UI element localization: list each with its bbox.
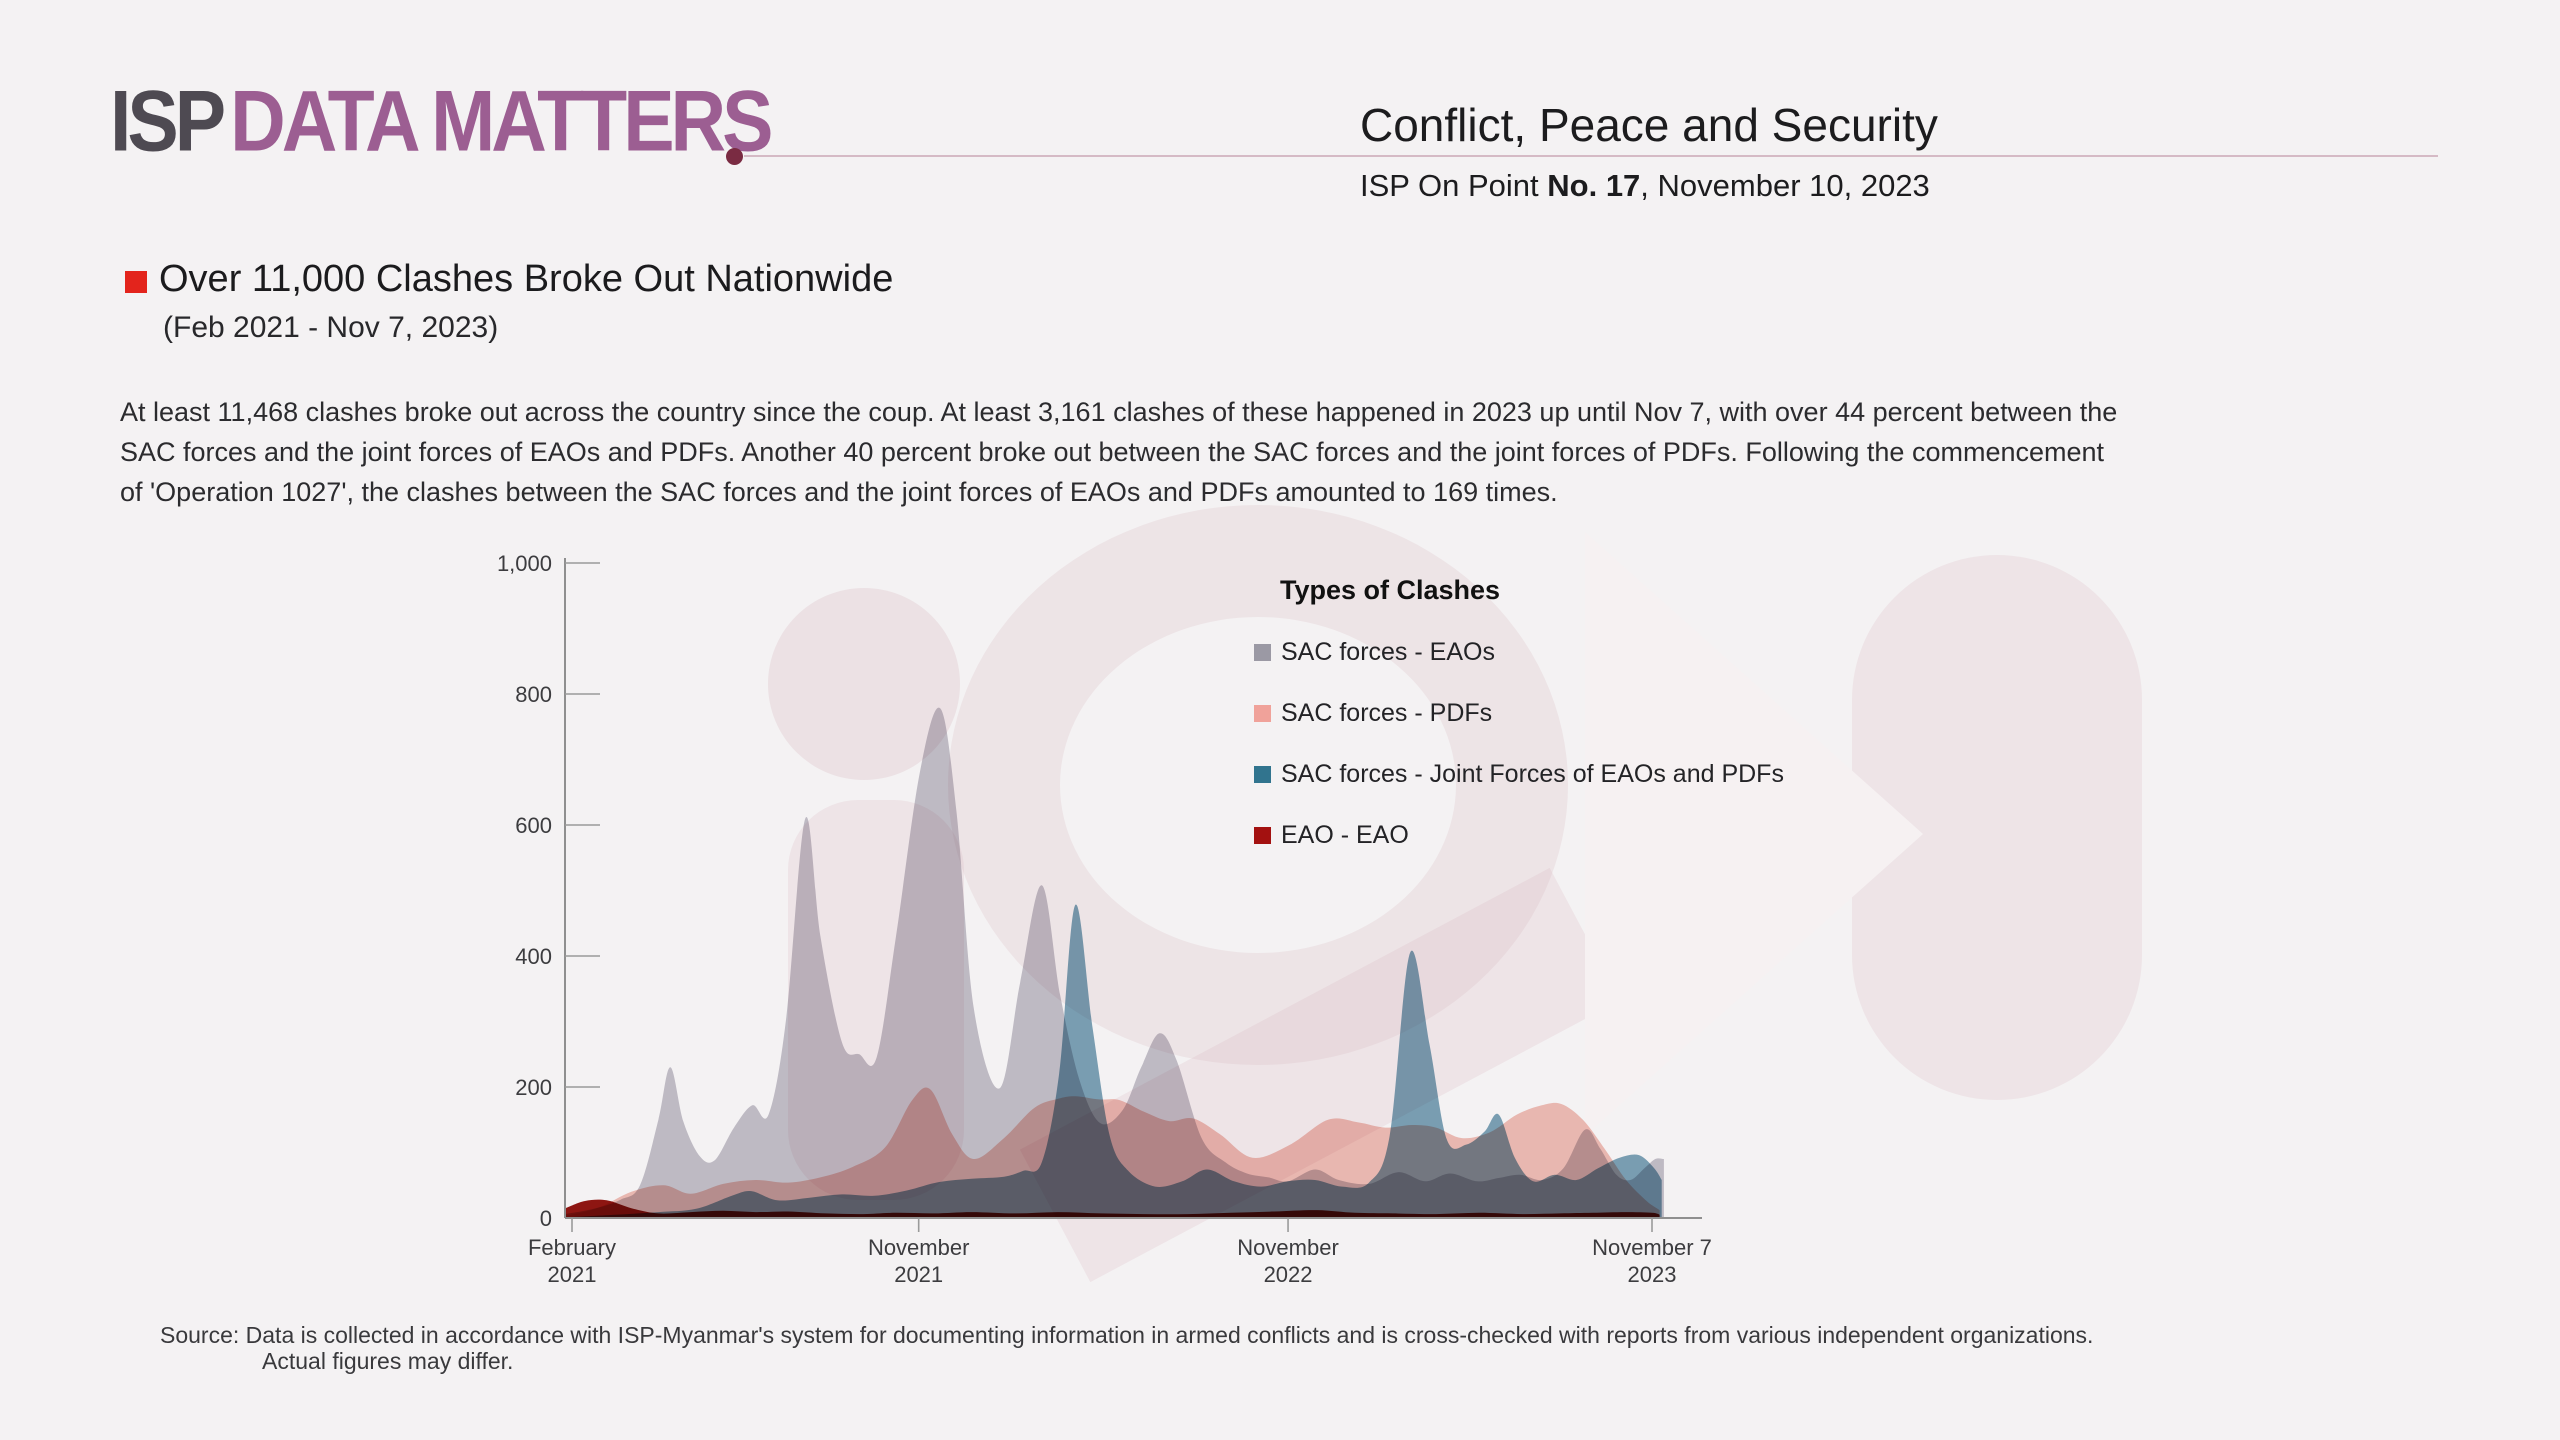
x-tick-year: 2021 xyxy=(548,1262,597,1287)
x-tick-label: November 7 xyxy=(1592,1235,1712,1260)
legend-swatch-sac-eaos xyxy=(1254,644,1271,661)
axes xyxy=(564,558,1702,1219)
issue-number: No. 17 xyxy=(1547,168,1641,203)
legend-label: SAC forces - EAOs xyxy=(1281,638,1495,666)
y-tick-label: 800 xyxy=(515,682,552,707)
y-tick-label: 600 xyxy=(515,813,552,838)
y-tick-label: 200 xyxy=(515,1075,552,1100)
logo-data-matters-text: DATA MATTERS xyxy=(230,73,773,170)
y-tick-label: 1,000 xyxy=(497,551,552,576)
chart-legend: Types of Clashes SAC forces - EAOs SAC f… xyxy=(1254,575,1784,850)
y-tick-label: 0 xyxy=(540,1206,552,1231)
source-note: Source: Data is collected in accordance … xyxy=(160,1322,2093,1374)
x-tick-label: November xyxy=(868,1235,969,1260)
issue-line: ISP On Point No. 17, November 10, 2023 xyxy=(1360,168,2560,204)
topic-heading: Conflict, Peace and Security xyxy=(1360,99,1938,151)
logo-isp-text: ISP xyxy=(110,73,226,170)
body-paragraph: At least 11,468 clashes broke out across… xyxy=(120,392,2117,512)
section-header: Over 11,000 Clashes Broke Out Nationwide… xyxy=(125,258,893,345)
legend-swatch-eao-eao xyxy=(1254,827,1271,844)
x-tick-label: February xyxy=(528,1235,616,1260)
section-subtitle: (Feb 2021 - Nov 7, 2023) xyxy=(163,311,499,344)
paragraph-line: SAC forces and the joint forces of EAOs … xyxy=(120,437,2105,467)
source-line: Actual figures may differ. xyxy=(262,1348,514,1374)
issue-date: , November 10, 2023 xyxy=(1640,168,1930,203)
section-title: Over 11,000 Clashes Broke Out Nationwide xyxy=(159,258,894,300)
legend-item: SAC forces - Joint Forces of EAOs and PD… xyxy=(1254,760,1784,789)
x-tick-year: 2021 xyxy=(894,1262,943,1287)
paragraph-line: At least 11,468 clashes broke out across… xyxy=(120,397,2118,427)
legend-swatch-sac-pdfs xyxy=(1254,705,1271,722)
source-line: Source: Data is collected in accordance … xyxy=(160,1322,2094,1348)
watermark-arrow-icon xyxy=(1585,532,1923,1136)
legend-title: Types of Clashes xyxy=(1280,575,1501,605)
header-divider-line xyxy=(744,155,2438,157)
legend-item: SAC forces - PDFs xyxy=(1254,699,1784,728)
legend-item: SAC forces - EAOs xyxy=(1254,638,1784,667)
legend-item: EAO - EAO xyxy=(1254,821,1784,850)
brand-logo: ISP DATA MATTERS xyxy=(110,72,774,172)
legend-swatch-sac-joint xyxy=(1254,766,1271,783)
area-series xyxy=(565,707,1664,1218)
x-tick-label: November xyxy=(1237,1235,1338,1260)
legend-label: SAC forces - Joint Forces of EAOs and PD… xyxy=(1281,760,1784,788)
paragraph-line: of 'Operation 1027', the clashes between… xyxy=(120,477,1558,507)
section-bullet-icon xyxy=(125,271,147,293)
x-tick-year: 2023 xyxy=(1628,1262,1677,1287)
legend-label: SAC forces - PDFs xyxy=(1281,699,1493,727)
x-tick-year: 2022 xyxy=(1264,1262,1313,1287)
legend-label: EAO - EAO xyxy=(1281,821,1409,849)
issue-prefix: ISP On Point xyxy=(1360,168,1548,203)
y-tick-label: 400 xyxy=(515,944,552,969)
area-series xyxy=(565,904,1662,1218)
header-divider-dot xyxy=(726,148,743,165)
area-series xyxy=(565,1199,1660,1218)
